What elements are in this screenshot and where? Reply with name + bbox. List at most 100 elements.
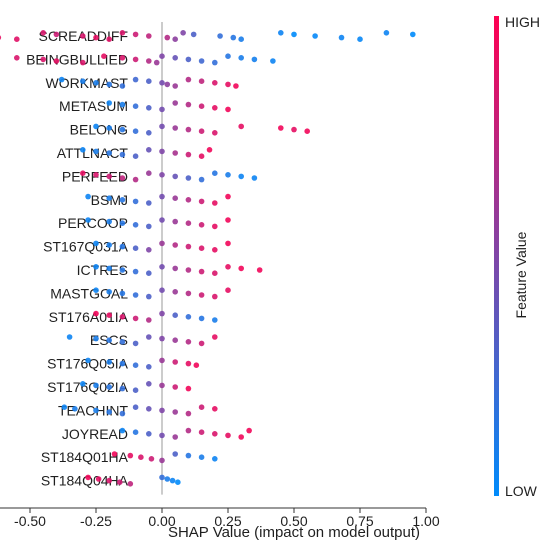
data-point bbox=[106, 36, 112, 42]
feature-label-mastgoal: MASTGOAL bbox=[50, 285, 128, 301]
data-point bbox=[116, 479, 123, 486]
data-point bbox=[198, 340, 205, 347]
x-axis: -1.00-0.75-0.50-0.250.000.250.500.751.00 bbox=[0, 507, 440, 529]
data-point bbox=[132, 76, 139, 83]
data-point bbox=[270, 58, 276, 64]
data-point bbox=[212, 130, 218, 136]
feature-label-metasum: METASUM bbox=[59, 98, 128, 114]
data-point bbox=[172, 434, 178, 440]
data-point bbox=[148, 456, 155, 462]
data-point bbox=[212, 431, 218, 437]
feature-label-ictres: ICTRES bbox=[77, 262, 128, 278]
data-point bbox=[93, 287, 99, 294]
data-point bbox=[132, 429, 139, 436]
data-point bbox=[164, 81, 171, 88]
data-point bbox=[119, 220, 126, 226]
data-point bbox=[172, 312, 178, 319]
data-point bbox=[164, 34, 171, 41]
data-point bbox=[146, 364, 152, 370]
data-point bbox=[198, 429, 205, 436]
data-point bbox=[212, 317, 218, 323]
data-point bbox=[146, 406, 152, 412]
data-point bbox=[238, 123, 244, 130]
data-point bbox=[172, 384, 178, 390]
feature-row-screaddiff: SCREADDIFF bbox=[0, 28, 416, 44]
data-point bbox=[175, 479, 181, 486]
data-point bbox=[146, 33, 152, 39]
data-point bbox=[146, 431, 152, 437]
data-point bbox=[146, 130, 152, 136]
data-point bbox=[153, 59, 160, 66]
data-point bbox=[159, 310, 165, 317]
data-point bbox=[180, 30, 186, 36]
data-point bbox=[80, 78, 86, 84]
data-point bbox=[225, 81, 231, 88]
data-point bbox=[212, 170, 218, 176]
data-point bbox=[111, 451, 118, 457]
data-point bbox=[146, 381, 152, 387]
feature-label-joyread: JOYREAD bbox=[62, 426, 128, 442]
data-point bbox=[119, 30, 126, 36]
data-point bbox=[132, 128, 139, 134]
data-point bbox=[119, 427, 126, 434]
data-point bbox=[119, 314, 126, 320]
x-axis-tick-label: 0.00 bbox=[148, 513, 175, 529]
data-point bbox=[238, 173, 244, 180]
colorbar: HIGH LOW Feature Value bbox=[494, 14, 540, 499]
data-point bbox=[106, 384, 112, 390]
data-point bbox=[212, 270, 218, 277]
data-point bbox=[198, 128, 205, 134]
data-point bbox=[212, 406, 218, 412]
data-point bbox=[106, 289, 112, 295]
x-axis-tick-label: -0.50 bbox=[14, 513, 46, 529]
data-point bbox=[159, 432, 165, 439]
data-point bbox=[106, 409, 112, 415]
data-point bbox=[159, 217, 165, 223]
data-point bbox=[132, 31, 139, 38]
data-point bbox=[106, 265, 112, 272]
feature-row-joyread: JOYREAD bbox=[62, 426, 252, 442]
data-point bbox=[198, 198, 205, 205]
data-point bbox=[61, 404, 68, 411]
data-point bbox=[93, 240, 99, 247]
feature-row-mastgoal: MASTGOAL bbox=[50, 285, 231, 301]
data-point bbox=[185, 151, 192, 158]
data-point bbox=[212, 247, 218, 253]
data-point bbox=[13, 36, 20, 42]
feature-row-ictres: ICTRES bbox=[77, 262, 263, 278]
data-point bbox=[172, 150, 178, 156]
data-point bbox=[185, 243, 192, 250]
data-point bbox=[119, 197, 126, 203]
feature-row-perfeed: PERFEED bbox=[62, 168, 258, 184]
data-point bbox=[198, 58, 205, 64]
data-point bbox=[146, 223, 152, 230]
feature-label-st184q04ha: ST184Q04HA bbox=[41, 473, 129, 489]
data-point bbox=[93, 382, 99, 389]
data-point bbox=[185, 126, 192, 133]
data-point bbox=[159, 123, 165, 130]
data-point bbox=[198, 103, 205, 109]
data-point bbox=[198, 315, 205, 322]
data-point bbox=[146, 247, 152, 253]
data-point bbox=[132, 362, 139, 369]
feature-row-metasum: METASUM bbox=[59, 98, 231, 114]
data-point bbox=[119, 339, 126, 345]
data-point bbox=[93, 264, 99, 270]
data-point bbox=[172, 83, 178, 89]
x-axis-label: SHAP Value (impact on model output) bbox=[168, 524, 420, 541]
data-point bbox=[40, 56, 46, 63]
data-point bbox=[159, 382, 165, 389]
data-point bbox=[238, 55, 244, 61]
data-point bbox=[172, 451, 178, 457]
data-point bbox=[159, 264, 165, 270]
data-point bbox=[225, 432, 231, 439]
data-point bbox=[225, 287, 231, 294]
feature-row-st167q031a: ST167Q031A bbox=[43, 239, 231, 255]
feature-label-belong: BELONG bbox=[70, 122, 128, 138]
data-point bbox=[225, 172, 231, 178]
data-point bbox=[251, 56, 258, 63]
data-point bbox=[80, 170, 86, 176]
data-point bbox=[119, 243, 126, 250]
data-point bbox=[85, 357, 91, 364]
